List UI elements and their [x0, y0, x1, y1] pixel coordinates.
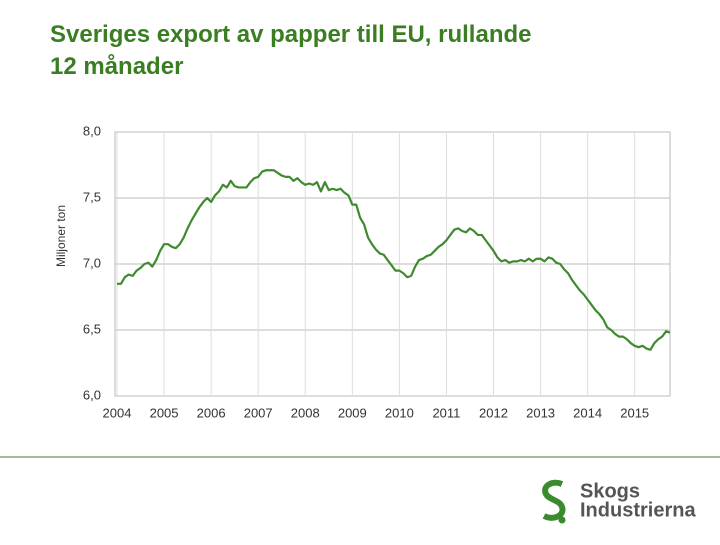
- logo-mark: [542, 479, 566, 521]
- x-tick-label: 2015: [620, 405, 649, 420]
- x-tick-label: 2008: [291, 405, 320, 420]
- x-tick-label: 2007: [244, 405, 273, 420]
- x-tick-label: 2011: [432, 405, 460, 420]
- x-tick-label: 2010: [385, 405, 414, 420]
- y-tick-label: 6,5: [83, 321, 101, 336]
- x-tick-label: 2014: [573, 405, 602, 420]
- x-tick-label: 2005: [150, 405, 179, 420]
- x-tick-label: 2013: [526, 405, 555, 420]
- x-tick-label: 2006: [197, 405, 226, 420]
- data-line: [117, 169, 671, 351]
- chart-title: Sveriges export av papper till EU, rulla…: [50, 21, 532, 80]
- logo-text: Skogs: [580, 480, 640, 502]
- x-tick-label: 2009: [338, 405, 367, 420]
- y-tick-label: 7,5: [83, 189, 101, 204]
- y-tick-label: 6,0: [83, 387, 101, 402]
- y-tick-label: 8,0: [83, 123, 101, 138]
- x-tick-label: 2004: [103, 405, 132, 420]
- logo-text: Industrierna: [580, 499, 696, 521]
- x-tick-label: 2012: [479, 405, 508, 420]
- y-tick-label: 7,0: [83, 255, 101, 270]
- logo-dot: [558, 516, 566, 524]
- y-axis-label: Miljoner ton: [54, 205, 68, 267]
